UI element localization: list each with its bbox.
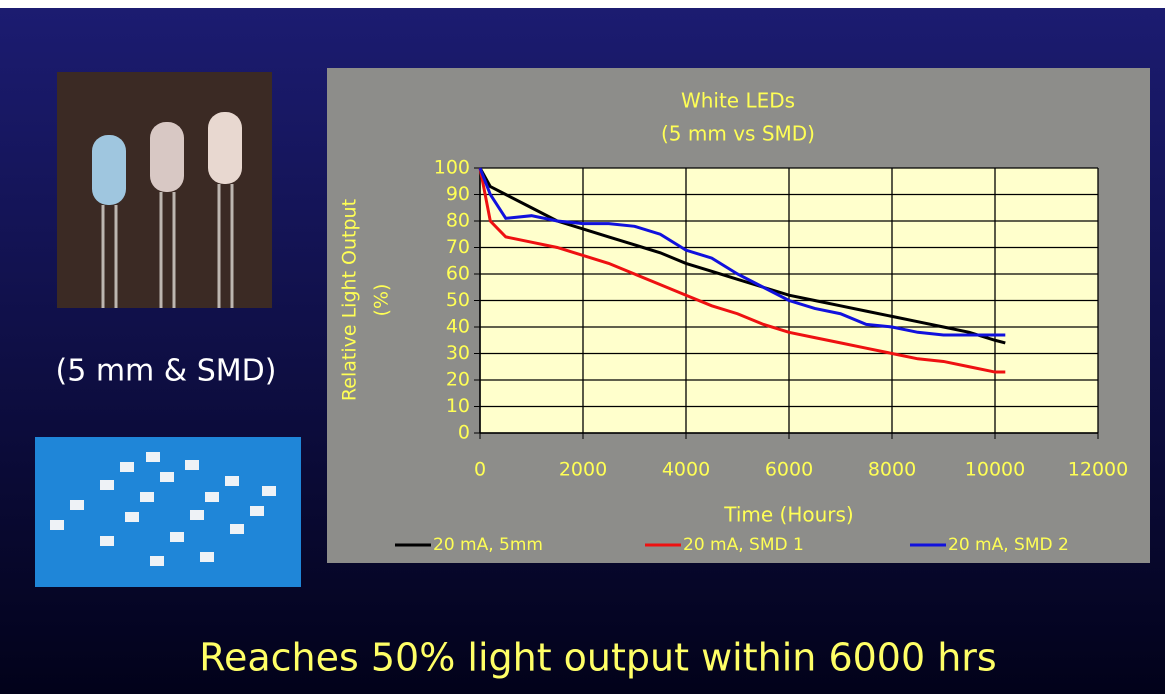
- chart-title: White LEDs: [681, 89, 795, 113]
- x-tick-label: 2000: [559, 459, 607, 481]
- y-axis-label: (%): [371, 284, 393, 317]
- legend-label: 20 mA, SMD 1: [683, 535, 804, 555]
- x-tick-label: 12000: [1068, 459, 1128, 481]
- top-strip: [0, 0, 1165, 8]
- y-tick-label: 30: [446, 342, 470, 364]
- y-axis-label: Relative Light Output: [339, 199, 361, 401]
- chart-subtitle: (5 mm vs SMD): [661, 122, 815, 146]
- x-tick-label: 6000: [765, 459, 813, 481]
- y-tick-label: 10: [446, 395, 470, 417]
- x-tick-label: 0: [474, 459, 486, 481]
- x-axis-label: Time (Hours): [723, 503, 854, 527]
- footer-text: Reaches 50% light output within 6000 hrs: [199, 636, 996, 680]
- y-tick-label: 100: [434, 157, 470, 179]
- legend-label: 20 mA, SMD 2: [948, 535, 1069, 555]
- y-tick-label: 40: [446, 316, 470, 338]
- y-tick-label: 60: [446, 263, 470, 285]
- y-tick-label: 70: [446, 236, 470, 258]
- slide: (5 mm & SMD) White LEDs (5 mm vs SMD) Re…: [0, 0, 1165, 694]
- y-tick-label: 0: [458, 422, 470, 444]
- x-tick-label: 4000: [662, 459, 710, 481]
- y-tick-label: 20: [446, 369, 470, 391]
- y-tick-label: 80: [446, 210, 470, 232]
- y-tick-label: 50: [446, 289, 470, 311]
- x-tick-label: 10000: [965, 459, 1025, 481]
- smd-photo: [35, 437, 301, 587]
- caption: (5 mm & SMD): [56, 354, 277, 389]
- led-photo: [57, 72, 272, 308]
- x-tick-label: 8000: [868, 459, 916, 481]
- y-tick-label: 90: [446, 183, 470, 205]
- legend-label: 20 mA, 5mm: [433, 535, 543, 555]
